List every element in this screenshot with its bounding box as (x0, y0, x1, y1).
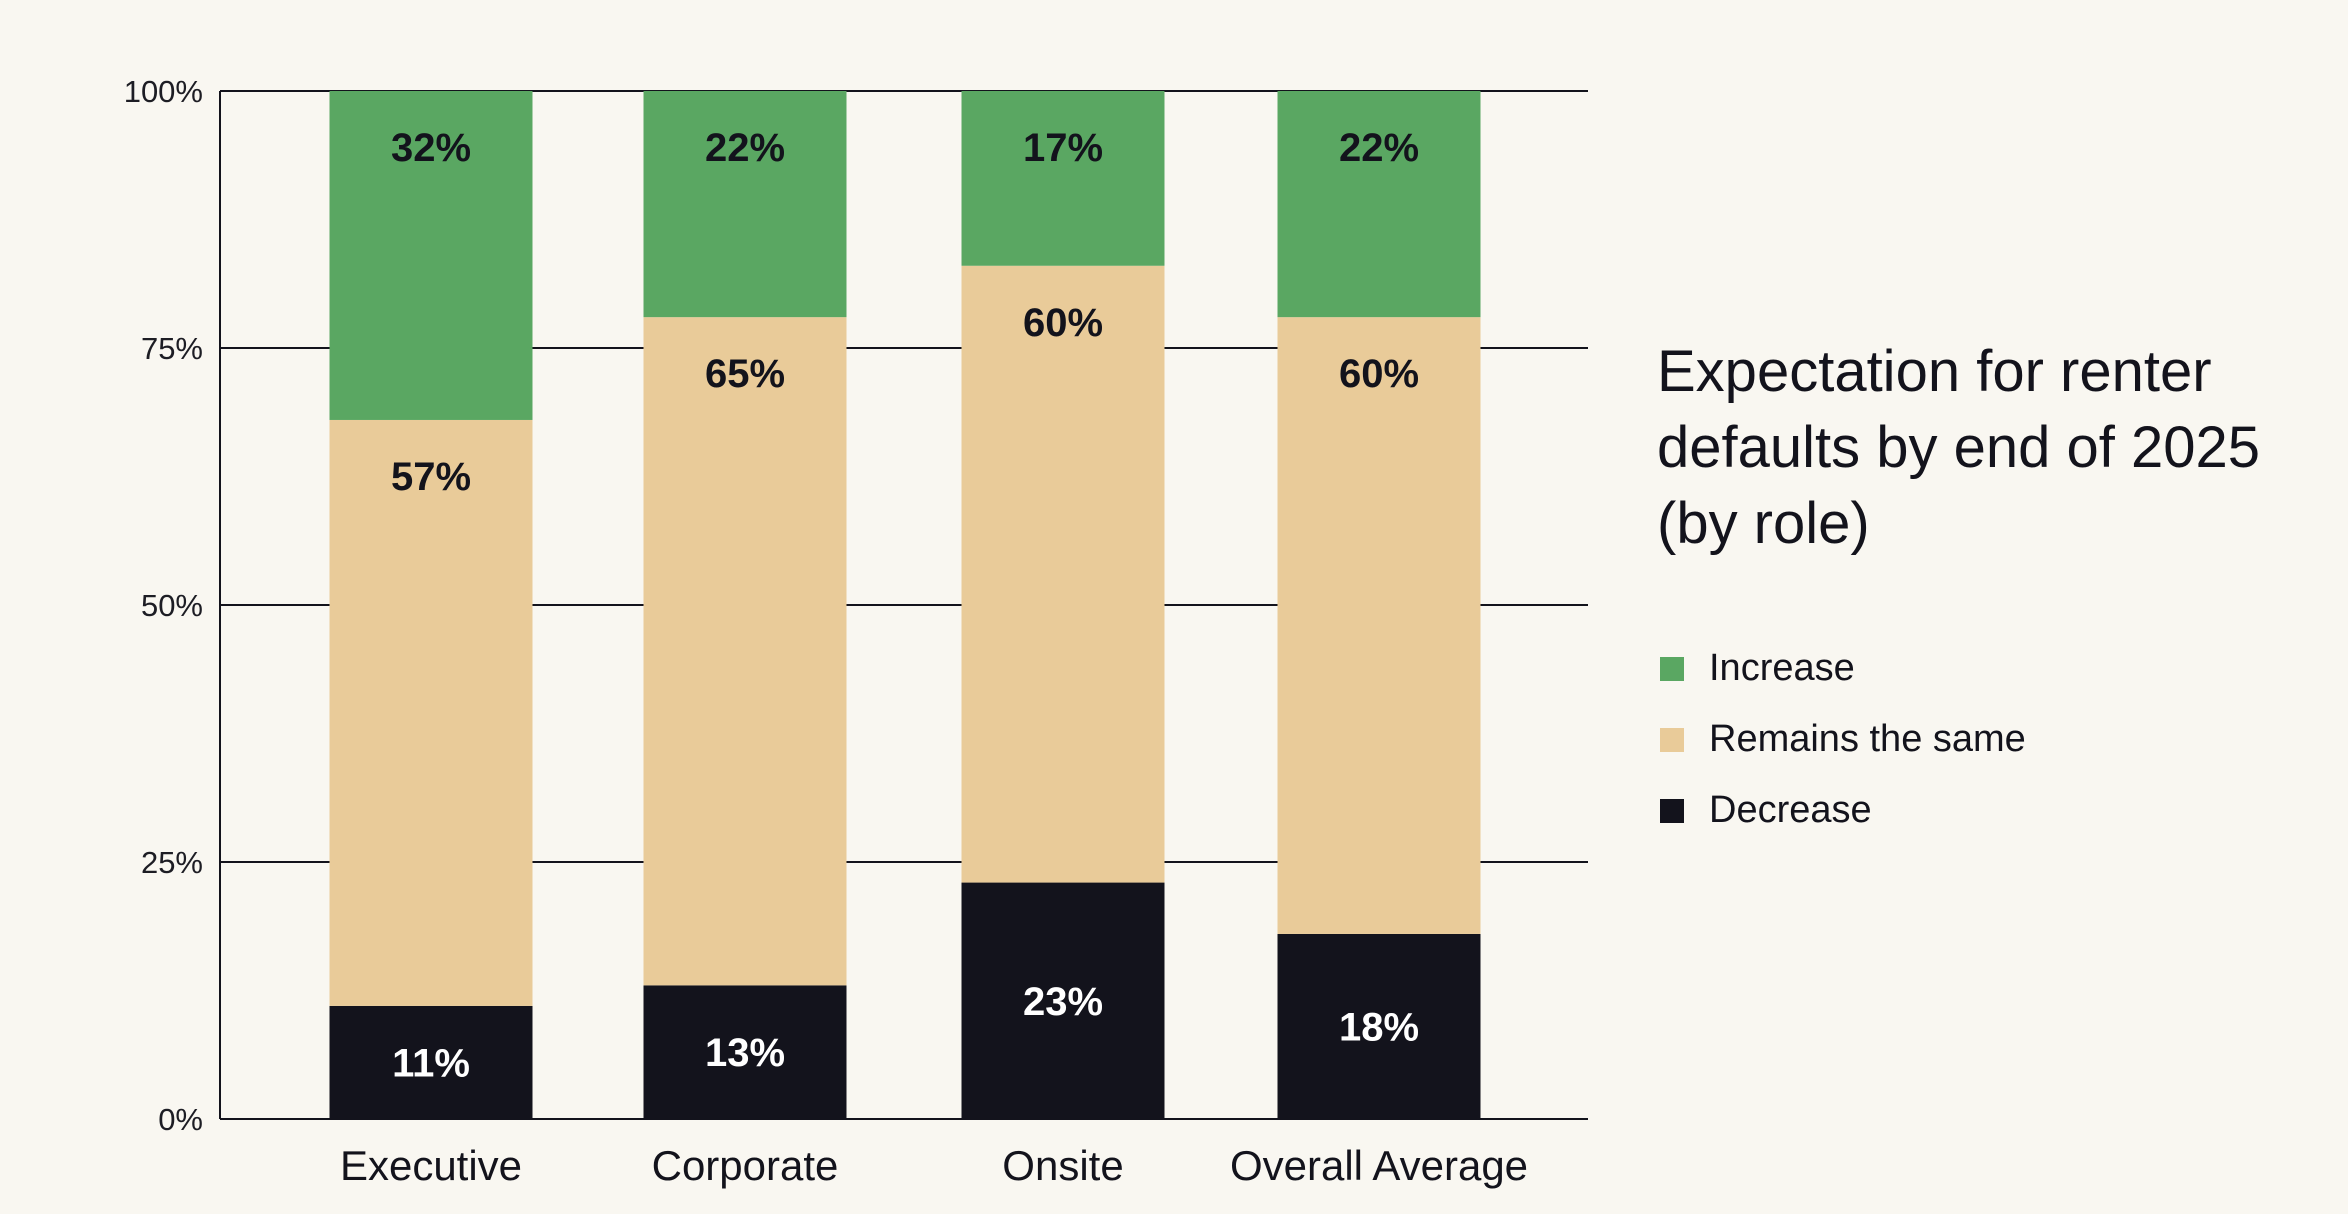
legend-item: Remains the same (1660, 704, 2026, 775)
bar-segment-increase (1277, 91, 1481, 318)
bar-segment-decrease (961, 882, 1165, 1119)
legend-swatch (1660, 798, 1684, 823)
bar-segment-remains-the-same (1277, 317, 1481, 934)
y-tick-label: 0% (158, 1102, 203, 1137)
x-category-label: Onsite (1002, 1142, 1123, 1189)
bar-segment-remains-the-same (961, 265, 1165, 883)
bar-segment-decrease (329, 1005, 533, 1119)
data-label: 60% (1339, 352, 1419, 396)
bars (329, 91, 1481, 1119)
legend-item: Decrease (1660, 775, 2026, 846)
y-tick-label: 100% (124, 74, 203, 109)
data-label: 32% (391, 126, 471, 170)
bar-segment-decrease (643, 985, 847, 1119)
bar-segment-increase (643, 91, 847, 318)
legend-swatch (1660, 656, 1684, 681)
data-label: 57% (391, 455, 471, 499)
data-label: 22% (1339, 126, 1419, 170)
bar-segment-increase (961, 91, 1165, 266)
y-tick-label: 50% (141, 588, 203, 623)
data-labels: 11% 57% 32% 13% 65% 22% 23% 60% 17% 18% 60% 22% (391, 126, 1419, 1085)
data-label: 23% (1023, 980, 1103, 1024)
stacked-bar-chart: 11% 57% 32% 13% 65% 22% 23% 60% 17% 18% 60% 22% 0% 2… (124, 74, 1588, 1189)
data-label: 13% (705, 1031, 785, 1075)
x-category-label: Corporate (652, 1142, 839, 1189)
bar-segment-remains-the-same (329, 419, 533, 1006)
legend-label: Increase (1709, 647, 1855, 689)
x-category-label: Executive (340, 1142, 522, 1189)
x-category-label: Overall Average (1230, 1142, 1528, 1189)
legend-label: Remains the same (1709, 718, 2026, 760)
legend-label: Decrease (1709, 789, 1872, 831)
data-label: 60% (1023, 301, 1103, 345)
legend: Increase Remains the same Decrease (1660, 633, 2026, 846)
chart-title: Expectation for renter defaults by end o… (1657, 339, 2261, 556)
y-tick-label: 25% (141, 845, 203, 880)
y-tick-label: 75% (141, 331, 203, 366)
bar-segment-increase (329, 91, 533, 420)
axes: 0% 25% 50% 75% 100% Executive Corporate Onsite O… (124, 74, 1588, 1189)
data-label: 22% (705, 126, 785, 170)
legend-swatch (1660, 727, 1684, 752)
bar-segment-remains-the-same (643, 317, 847, 986)
data-label: 11% (392, 1041, 470, 1085)
data-label: 18% (1339, 1005, 1419, 1049)
data-label: 65% (705, 352, 785, 396)
bar-segment-decrease (1277, 933, 1481, 1119)
legend-item: Increase (1660, 633, 2026, 704)
data-label: 17% (1023, 126, 1103, 170)
